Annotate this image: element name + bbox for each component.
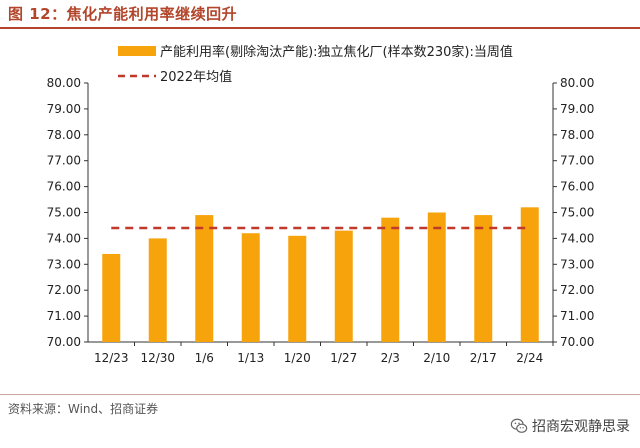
legend-label-bars: 产能利用率(剔除淘汰产能):独立焦化厂(样本数230家):当周值 [160,44,513,60]
x-tick-label: 2/3 [381,351,400,365]
y-tick-label-right: 76.00 [560,180,594,194]
title-bar: 图 12：焦化产能利用率继续回升 [0,0,640,30]
y-tick-label-left: 75.00 [47,206,81,220]
bar [427,212,446,342]
bar [288,235,307,342]
x-tick-label: 12/30 [140,351,175,365]
x-tick-label: 2/17 [470,351,497,365]
source-divider [0,394,640,395]
bar [102,253,121,342]
y-tick-label-right: 71.00 [560,309,594,323]
y-tick-label-left: 73.00 [47,257,81,271]
chart: 产能利用率(剔除淘汰产能):独立焦化厂(样本数230家):当周值 2022年均值 7… [47,44,595,365]
bar [195,215,214,342]
wechat-icon [510,418,528,433]
x-tick-label: 1/13 [237,351,264,365]
source-note: 资料来源：Wind、招商证券 [8,402,159,416]
legend-label-average: 2022年均值 [160,69,232,85]
x-tick-label: 1/27 [330,351,357,365]
watermark: 招商宏观静思录 [510,416,630,436]
y-tick-label-left: 71.00 [47,309,81,323]
y-tick-label-right: 79.00 [560,102,594,116]
y-tick-label-right: 80.00 [560,76,594,90]
y-tick-label-right: 75.00 [560,206,594,220]
y-tick-label-right: 77.00 [560,154,594,168]
figure-title: 图 12：焦化产能利用率继续回升 [8,5,238,23]
y-tick-label-left: 77.00 [47,154,81,168]
y-tick-label-left: 80.00 [47,76,81,90]
y-tick-label-right: 70.00 [560,335,594,349]
bar [241,233,260,342]
bar [148,238,167,342]
bar [381,217,400,342]
x-tick-label: 2/10 [423,351,450,365]
y-tick-label-left: 70.00 [47,335,81,349]
legend-swatch-bars [118,46,156,56]
x-tick-label: 2/24 [516,351,543,365]
y-tick-label-right: 72.00 [560,283,594,297]
x-tick-label: 1/6 [195,351,214,365]
y-tick-label-right: 74.00 [560,231,594,245]
bar [334,230,353,342]
bar [520,207,539,342]
y-tick-label-left: 78.00 [47,128,81,142]
watermark-text: 招商宏观静思录 [532,419,630,435]
bar [474,215,493,342]
y-tick-label-right: 73.00 [560,257,594,271]
y-tick-label-left: 76.00 [47,180,81,194]
title-divider [0,27,640,29]
y-tick-label-left: 79.00 [47,102,81,116]
x-tick-label: 12/23 [94,351,129,365]
y-tick-label-right: 78.00 [560,128,594,142]
y-tick-label-left: 72.00 [47,283,81,297]
x-tick-label: 1/20 [284,351,311,365]
y-tick-label-left: 74.00 [47,231,81,245]
